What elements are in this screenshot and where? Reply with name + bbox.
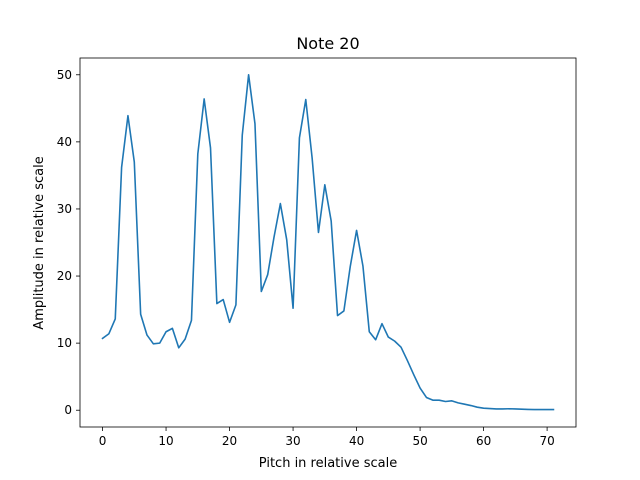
y-tick-label: 20 bbox=[57, 269, 72, 283]
y-tick-label: 0 bbox=[64, 403, 72, 417]
x-tick-label: 30 bbox=[285, 434, 300, 448]
x-tick-label: 60 bbox=[476, 434, 491, 448]
series-line bbox=[101, 73, 555, 411]
y-tick-label: 30 bbox=[57, 202, 72, 216]
x-tick-label: 40 bbox=[349, 434, 364, 448]
y-axis: 0 10 20 30 40 50 bbox=[57, 68, 80, 417]
y-tick-label: 50 bbox=[57, 68, 72, 82]
chart-title: Note 20 bbox=[296, 34, 359, 53]
y-axis-label: Amplitude in relative scale bbox=[32, 156, 47, 329]
x-axis-label: Pitch in relative scale bbox=[259, 456, 397, 471]
plot-layer bbox=[101, 73, 555, 411]
x-tick-label: 50 bbox=[412, 434, 427, 448]
y-tick-label: 40 bbox=[57, 135, 72, 149]
y-tick-label: 10 bbox=[57, 336, 72, 350]
x-tick-label: 0 bbox=[99, 434, 107, 448]
x-axis: 0 10 20 30 40 50 60 70 bbox=[99, 427, 555, 448]
x-tick-label: 10 bbox=[158, 434, 173, 448]
axes-frame bbox=[79, 57, 577, 428]
x-tick-label: 20 bbox=[222, 434, 237, 448]
x-tick-label: 70 bbox=[539, 434, 554, 448]
